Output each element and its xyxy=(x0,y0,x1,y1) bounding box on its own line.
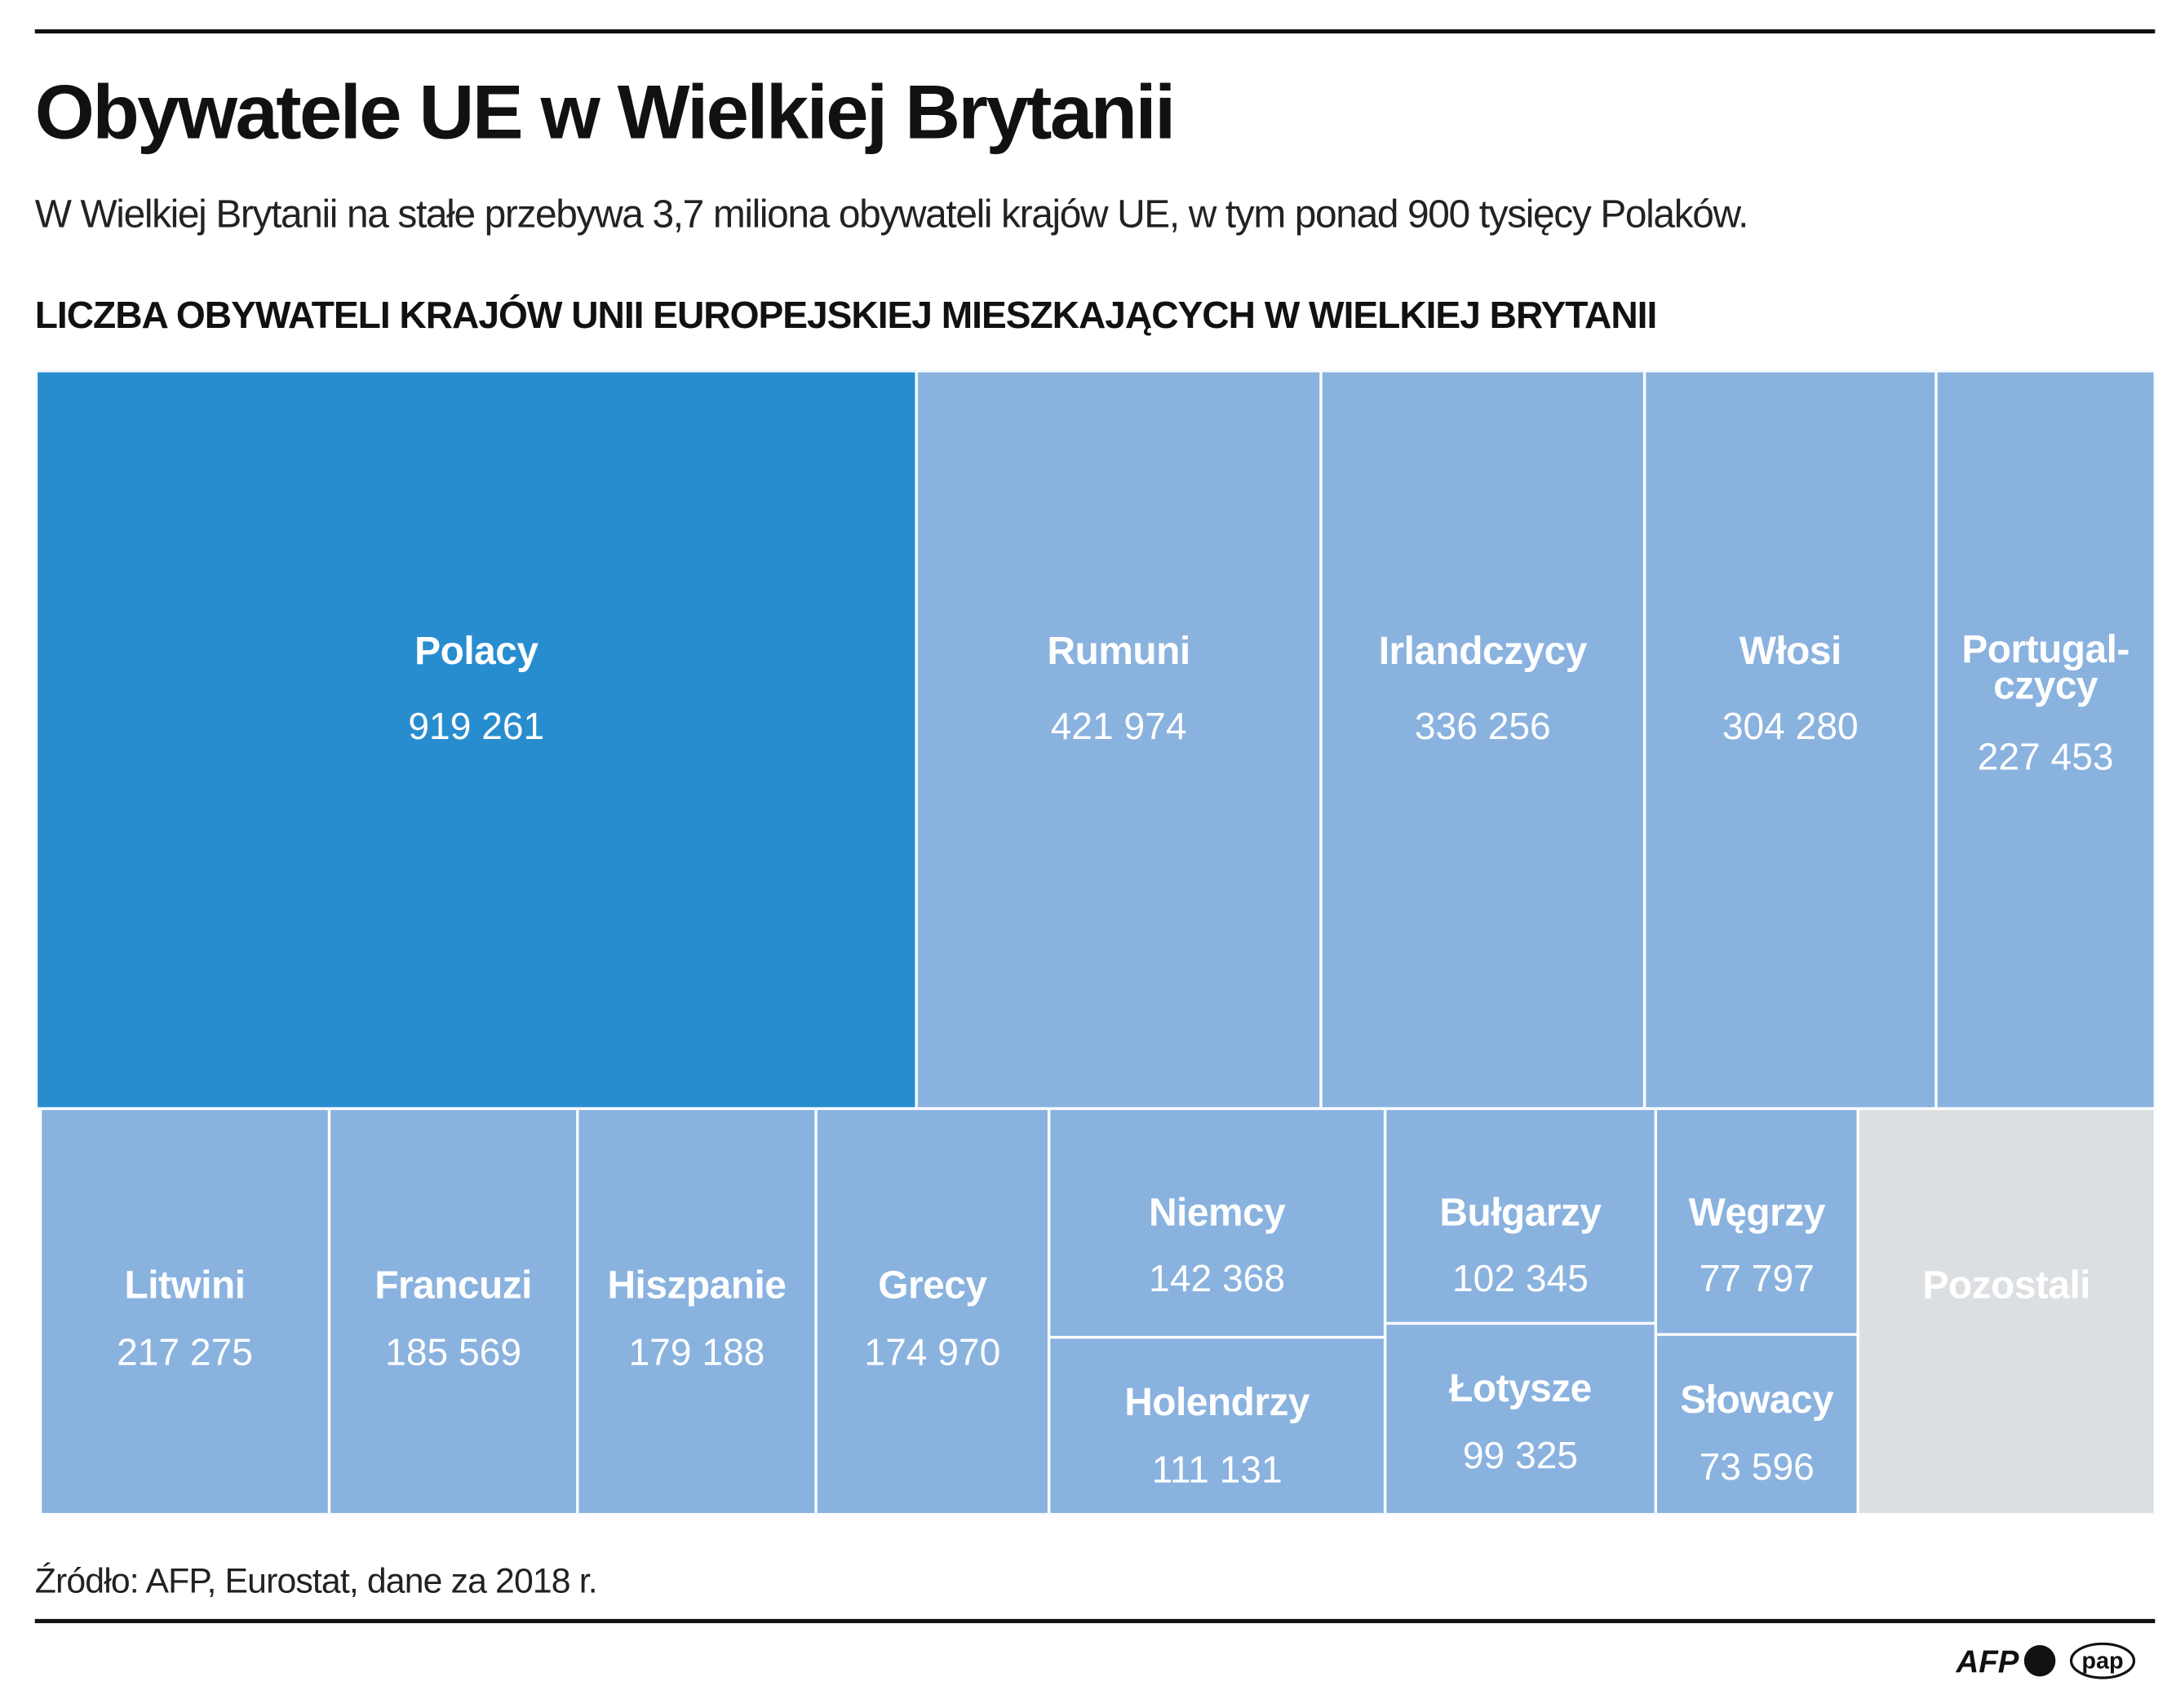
tile-label: Słowacy xyxy=(1680,1378,1834,1422)
pap-logo: pap xyxy=(2081,1648,2123,1675)
tile-value: 77 797 xyxy=(1699,1258,1815,1300)
page-title: Obywatele UE w Wielkiej Brytanii xyxy=(34,68,1176,155)
tile-value: 336 256 xyxy=(1414,706,1551,748)
subtitle: W Wielkiej Brytanii na stałe przebywa 3,… xyxy=(34,192,1749,236)
tile-value: 142 368 xyxy=(1149,1258,1286,1300)
tile-label: Węgrzy xyxy=(1688,1190,1826,1234)
treemap-tile: Irlandczycy 336 256 xyxy=(1320,370,1645,1109)
tile-label: Bułgarzy xyxy=(1439,1190,1602,1234)
tile-label: Polacy xyxy=(414,629,538,673)
treemap-tile: Holendrzy 111 131 xyxy=(1048,1337,1385,1515)
treemap-tile: Rumuni 421 974 xyxy=(916,370,1321,1109)
tile-value: 179 188 xyxy=(628,1331,765,1374)
tile-label: Pozostali xyxy=(1922,1263,2091,1307)
treemap-tile: Węgrzy 77 797 xyxy=(1655,1108,1859,1335)
bottom-rule xyxy=(34,1618,2156,1623)
treemap-tile: Grecy 174 970 xyxy=(816,1108,1049,1515)
tile-value: 73 596 xyxy=(1699,1445,1815,1489)
treemap-tile: Francuzi 185 569 xyxy=(329,1108,578,1515)
tile-label: Francuzi xyxy=(374,1263,532,1307)
tile-value: 111 131 xyxy=(1151,1449,1283,1491)
afp-dot-icon xyxy=(2023,1644,2056,1677)
tile-value: 919 261 xyxy=(408,706,545,748)
tile-label: Portugal- czycy xyxy=(1961,627,2129,707)
tile-value: 185 569 xyxy=(385,1331,522,1374)
tile-label: Grecy xyxy=(878,1263,987,1307)
tile-value: 421 974 xyxy=(1050,706,1187,748)
tile-label: Rumuni xyxy=(1047,629,1191,673)
treemap-tile: Hiszpanie 179 188 xyxy=(577,1108,817,1515)
treemap-tile: Łotysze 99 325 xyxy=(1385,1323,1656,1515)
tile-value: 102 345 xyxy=(1452,1258,1589,1300)
top-rule xyxy=(34,29,2156,34)
treemap-tile: Niemcy 142 368 xyxy=(1048,1108,1385,1338)
tile-label: Włosi xyxy=(1739,629,1842,673)
treemap-tile: Włosi 304 280 xyxy=(1644,370,1936,1109)
tile-value: 217 275 xyxy=(117,1331,253,1374)
tile-label: Holendrzy xyxy=(1124,1380,1310,1424)
tile-label: Hiszpanie xyxy=(607,1263,787,1307)
treemap-tile: Słowacy 73 596 xyxy=(1655,1334,1859,1515)
treemap-tile: Bułgarzy 102 345 xyxy=(1385,1108,1656,1324)
treemap-tile: Pozostali xyxy=(1858,1108,2156,1515)
tile-label: Niemcy xyxy=(1148,1190,1286,1234)
tile-value: 99 325 xyxy=(1462,1435,1579,1477)
tile-value: 227 453 xyxy=(1977,736,2114,778)
tile-label: Irlandczycy xyxy=(1378,629,1588,673)
tile-label: Łotysze xyxy=(1449,1366,1592,1410)
pap-logo-ring xyxy=(2069,1642,2136,1679)
chart-title: LICZBA OBYWATELI KRAJÓW UNII EUROPEJSKIE… xyxy=(34,294,1658,337)
treemap-tile: Polacy 919 261 xyxy=(36,370,917,1109)
treemap-tile: Portugal- czycy 227 453 xyxy=(1935,370,2156,1109)
afp-logo: AFP xyxy=(1956,1645,2019,1680)
logos: AFP pap xyxy=(1956,1642,2136,1680)
tile-value: 174 970 xyxy=(864,1331,1001,1374)
source-note: Źródło: AFP, Eurostat, dane za 2018 r. xyxy=(34,1561,598,1601)
tile-value: 304 280 xyxy=(1722,706,1859,748)
treemap-tile: Litwini 217 275 xyxy=(40,1108,330,1515)
tile-label: Litwini xyxy=(124,1263,246,1307)
